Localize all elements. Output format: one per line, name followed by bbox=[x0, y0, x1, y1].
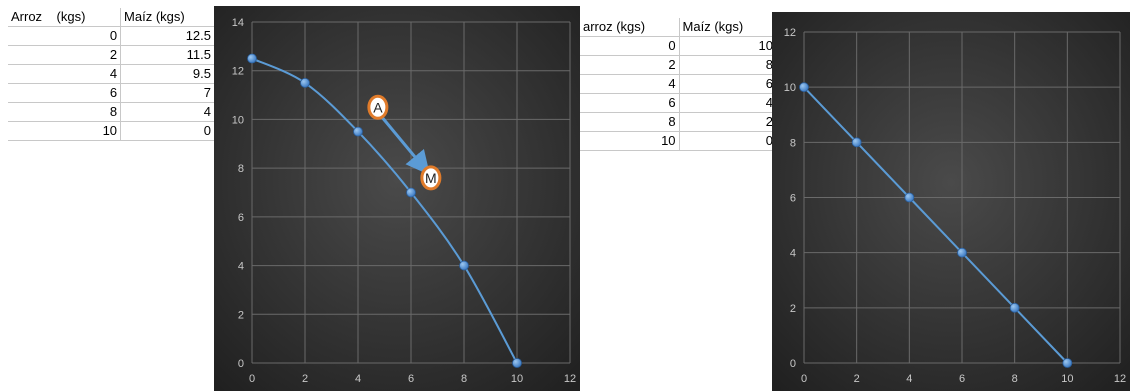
chart-2: 0 2 4 6 8 10 12 0 2 4 6 8 10 12 bbox=[772, 12, 1130, 391]
cell-arroz: 2 bbox=[580, 55, 680, 75]
cell-maiz: 12.5 bbox=[120, 26, 214, 46]
x-tick-label: 6 bbox=[408, 373, 414, 385]
cell-arroz: 8 bbox=[580, 112, 680, 132]
cell-arroz: 4 bbox=[580, 74, 680, 94]
y-tick-label: 12 bbox=[784, 27, 796, 39]
cell-maiz: 4 bbox=[120, 102, 214, 122]
table-row: 10 0 bbox=[8, 121, 214, 141]
x-tick-label: 12 bbox=[1114, 373, 1126, 385]
table-header-y: Maíz (kgs) bbox=[678, 18, 776, 37]
table-header-x: arroz (kgs) bbox=[580, 18, 680, 37]
y-tick-label: 0 bbox=[238, 358, 244, 370]
y-tick-label: 12 bbox=[232, 66, 244, 78]
cell-maiz: 4 bbox=[678, 93, 776, 113]
data-point bbox=[851, 137, 862, 148]
annotation-marker-a bbox=[367, 94, 389, 120]
cell-maiz: 2 bbox=[678, 112, 776, 132]
cell-maiz: 0 bbox=[678, 131, 776, 151]
cell-arroz: 4 bbox=[8, 64, 121, 84]
y-tick-label: 8 bbox=[790, 137, 796, 149]
data-point bbox=[247, 53, 257, 64]
y-tick-label: 6 bbox=[790, 193, 796, 205]
data-point bbox=[1009, 302, 1020, 313]
cell-arroz: 2 bbox=[8, 45, 121, 65]
table-row: 0 10 bbox=[580, 36, 776, 56]
cell-maiz: 9.5 bbox=[120, 64, 214, 84]
chart-background bbox=[214, 6, 580, 391]
chart-1: 0 2 4 6 8 10 12 0 2 4 6 8 10 12 14 A M bbox=[214, 6, 580, 391]
data-point bbox=[904, 192, 915, 203]
data-point bbox=[459, 260, 469, 271]
x-tick-label: 8 bbox=[461, 373, 467, 385]
cell-arroz: 6 bbox=[580, 93, 680, 113]
data-point bbox=[1062, 358, 1073, 368]
cell-maiz: 6 bbox=[678, 74, 776, 94]
cell-arroz: 0 bbox=[8, 26, 121, 46]
data-point bbox=[300, 77, 310, 88]
x-tick-label: 0 bbox=[249, 373, 255, 385]
chart-background bbox=[772, 12, 1130, 391]
y-tick-label: 2 bbox=[238, 309, 244, 321]
cell-maiz: 11.5 bbox=[120, 45, 214, 65]
y-tick-label: 14 bbox=[232, 17, 244, 29]
cell-maiz: 0 bbox=[120, 121, 214, 141]
y-tick-label: 2 bbox=[790, 303, 796, 315]
y-tick-label: 10 bbox=[232, 114, 244, 126]
y-tick-label: 8 bbox=[238, 163, 244, 175]
data-point bbox=[406, 187, 416, 198]
x-tick-label: 2 bbox=[854, 373, 860, 385]
y-tick-label: 4 bbox=[790, 248, 796, 260]
x-tick-label: 10 bbox=[511, 373, 523, 385]
cell-arroz: 10 bbox=[8, 121, 121, 141]
cell-arroz: 0 bbox=[580, 36, 680, 56]
data-table-1: Arroz (kgs) Maíz (kgs) 0 12.5 2 11.5 4 9.5 6 7 8… bbox=[8, 8, 214, 141]
annotation-arrow bbox=[380, 116, 430, 176]
x-tick-label: 8 bbox=[1012, 373, 1018, 385]
cell-arroz: 6 bbox=[8, 83, 121, 103]
x-tick-label: 10 bbox=[1061, 373, 1073, 385]
annotation-label: M bbox=[425, 170, 437, 186]
y-tick-label: 0 bbox=[790, 358, 796, 370]
x-tick-label: 4 bbox=[355, 373, 361, 385]
y-tick-label: 10 bbox=[784, 82, 796, 94]
cell-arroz: 8 bbox=[8, 102, 121, 122]
annotation-marker-m bbox=[420, 165, 442, 191]
data-point bbox=[512, 358, 522, 368]
table-row: 10 0 bbox=[580, 131, 776, 151]
x-tick-label: 12 bbox=[564, 373, 576, 385]
data-point bbox=[957, 247, 967, 258]
annotation-label: A bbox=[373, 99, 383, 115]
table-row: 2 11.5 bbox=[8, 45, 214, 65]
cell-maiz: 8 bbox=[678, 55, 776, 75]
x-tick-label: 2 bbox=[302, 373, 308, 385]
y-tick-label: 4 bbox=[238, 261, 244, 273]
x-tick-label: 6 bbox=[959, 373, 965, 385]
series-line bbox=[803, 86, 1069, 364]
table-header-y: Maíz (kgs) bbox=[120, 8, 214, 27]
y-tick-label: 6 bbox=[238, 212, 244, 224]
table-row: 0 12.5 bbox=[8, 26, 214, 46]
table-row: 4 9.5 bbox=[8, 64, 214, 84]
table-header-x: Arroz (kgs) bbox=[8, 8, 121, 27]
data-point bbox=[353, 126, 363, 137]
cell-maiz: 7 bbox=[120, 83, 214, 103]
cell-arroz: 10 bbox=[580, 131, 680, 151]
data-table-2: arroz (kgs) Maíz (kgs) 0 10 2 8 4 6 6 4 8 2 10 0 bbox=[580, 18, 776, 151]
x-tick-label: 4 bbox=[906, 373, 912, 385]
cell-maiz: 10 bbox=[678, 36, 776, 56]
x-tick-label: 0 bbox=[801, 373, 807, 385]
data-point bbox=[799, 82, 809, 93]
